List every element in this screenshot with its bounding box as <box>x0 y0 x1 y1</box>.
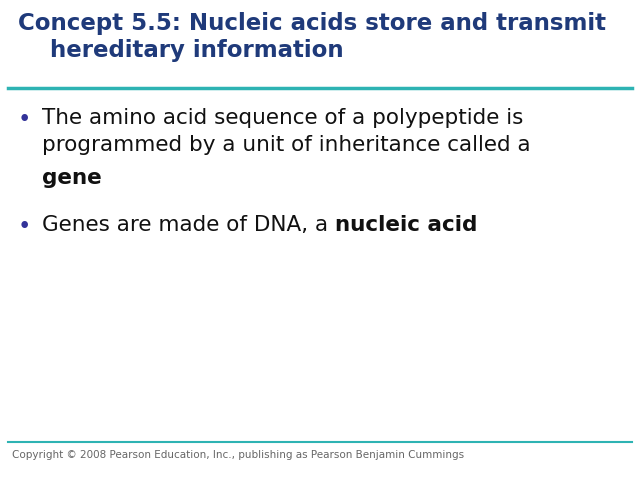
Text: Concept 5.5: Nucleic acids store and transmit
    hereditary information: Concept 5.5: Nucleic acids store and tra… <box>18 12 606 62</box>
Text: •: • <box>18 215 31 238</box>
Text: The amino acid sequence of a polypeptide is
programmed by a unit of inheritance : The amino acid sequence of a polypeptide… <box>42 108 531 155</box>
Text: gene: gene <box>42 168 102 188</box>
Text: Genes are made of DNA, a: Genes are made of DNA, a <box>42 215 335 235</box>
Text: Copyright © 2008 Pearson Education, Inc., publishing as Pearson Benjamin Cumming: Copyright © 2008 Pearson Education, Inc.… <box>12 450 464 460</box>
Text: •: • <box>18 108 31 131</box>
Text: nucleic acid: nucleic acid <box>335 215 477 235</box>
